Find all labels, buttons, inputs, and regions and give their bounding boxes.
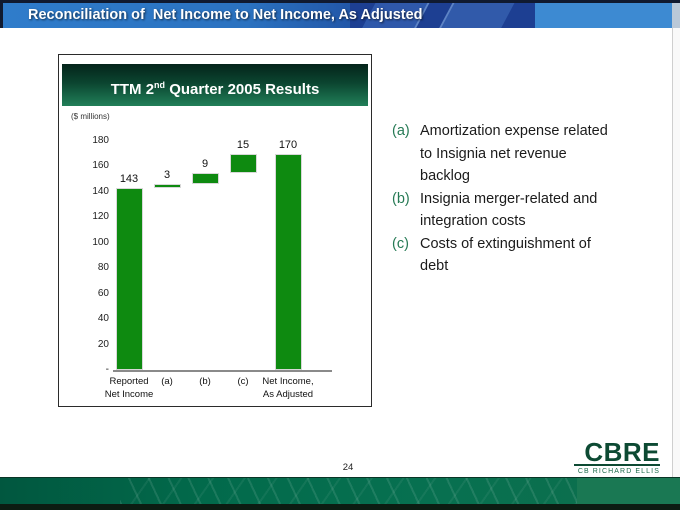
waterfall-bar-3 xyxy=(191,172,219,185)
note-a-marker: (a) xyxy=(392,123,410,139)
y-axis-tick-label: 140 xyxy=(92,185,109,197)
note-b: (b) Insignia merger-related and integrat… xyxy=(392,188,642,233)
title-bar-pattern-segment xyxy=(350,3,535,28)
x-axis-category-label: (a) xyxy=(161,376,173,387)
bar-value-label: 3 xyxy=(163,169,171,182)
bar-value-label: 9 xyxy=(201,157,209,170)
notes-list: (a) Amortization expense related to Insi… xyxy=(392,120,642,278)
chart-units-label: ($ millions) xyxy=(71,112,110,121)
note-b-marker: (b) xyxy=(392,190,410,207)
chart-title-text-suffix: Quarter 2005 Results xyxy=(165,81,320,98)
slide-title-bar: Reconciliation of Net Income to Net Inco… xyxy=(0,3,680,28)
y-axis-tick-label: 80 xyxy=(97,262,109,274)
slide-right-edge-line xyxy=(672,28,673,477)
y-axis-tick-label: 160 xyxy=(92,160,109,172)
waterfall-bar-5 xyxy=(274,153,302,370)
title-bar-pale-strip xyxy=(672,3,680,28)
note-b-text: Insignia merger-related and integration … xyxy=(420,190,598,230)
footer-band-right-block xyxy=(577,478,680,504)
x-axis-baseline xyxy=(113,370,332,372)
bar-value-label: 170 xyxy=(278,138,298,151)
y-axis-tick-label: 100 xyxy=(92,236,109,248)
y-axis-tick-label: 60 xyxy=(97,287,109,299)
waterfall-bar-1 xyxy=(115,188,143,370)
slide-right-edge-strip xyxy=(673,28,680,477)
cbre-logo-wordmark: CBRE xyxy=(584,437,660,467)
bar-value-label: 15 xyxy=(236,138,250,151)
footer-band-texture xyxy=(120,478,577,504)
x-axis-category-label: Net Income, As Adjusted xyxy=(262,376,314,400)
chart-title-superscript: nd xyxy=(154,80,166,90)
chart-title-text: TTM 2 xyxy=(110,81,155,98)
x-axis-category-label: (b) xyxy=(199,376,211,387)
note-c: (c) Costs of extinguishment of debt xyxy=(392,233,642,278)
cbre-logo-rule xyxy=(574,464,660,466)
note-c-text: Costs of extinguishment of debt xyxy=(420,235,591,275)
y-axis-tick-label: 20 xyxy=(97,338,109,350)
page-number: 24 xyxy=(342,462,354,473)
y-axis-tick-label: 180 xyxy=(92,135,109,146)
y-axis-tick-label: - xyxy=(105,364,109,375)
waterfall-bar-4 xyxy=(229,153,257,173)
bottom-edge-strip xyxy=(0,504,680,510)
y-axis-tick-label: 120 xyxy=(92,211,109,223)
note-c-marker: (c) xyxy=(392,235,409,252)
cbre-logo: CBRE CB RICHARD ELLIS xyxy=(570,437,660,475)
title-bar-right-segment xyxy=(535,3,672,28)
top-edge-divider xyxy=(0,0,680,3)
note-a-text: Amortization expense related to Insignia… xyxy=(420,123,608,184)
title-bar-left-edge xyxy=(0,3,3,28)
cbre-logo-tagline: CB RICHARD ELLIS xyxy=(577,468,660,475)
note-a: (a) Amortization expense related to Insi… xyxy=(392,120,642,188)
chart-title-banner: TTM 2nd Quarter 2005 Results xyxy=(62,64,368,106)
bar-value-label: 143 xyxy=(119,173,139,186)
slide-title: Reconciliation of Net Income to Net Inco… xyxy=(28,7,423,23)
title-bar-left-segment xyxy=(3,3,350,28)
waterfall-chart: 180 160 140 120 100 80 60 40 20 - 143 Reported Net … xyxy=(59,55,371,406)
chart-panel: TTM 2nd Quarter 2005 Results ($ millions… xyxy=(58,54,372,407)
y-axis-tick-label: 40 xyxy=(97,313,109,325)
x-axis-category-label: Reported Net Income xyxy=(104,376,154,400)
footer-band xyxy=(0,477,680,504)
waterfall-bar-2 xyxy=(153,184,181,189)
x-axis-category-label: (c) xyxy=(237,376,249,387)
